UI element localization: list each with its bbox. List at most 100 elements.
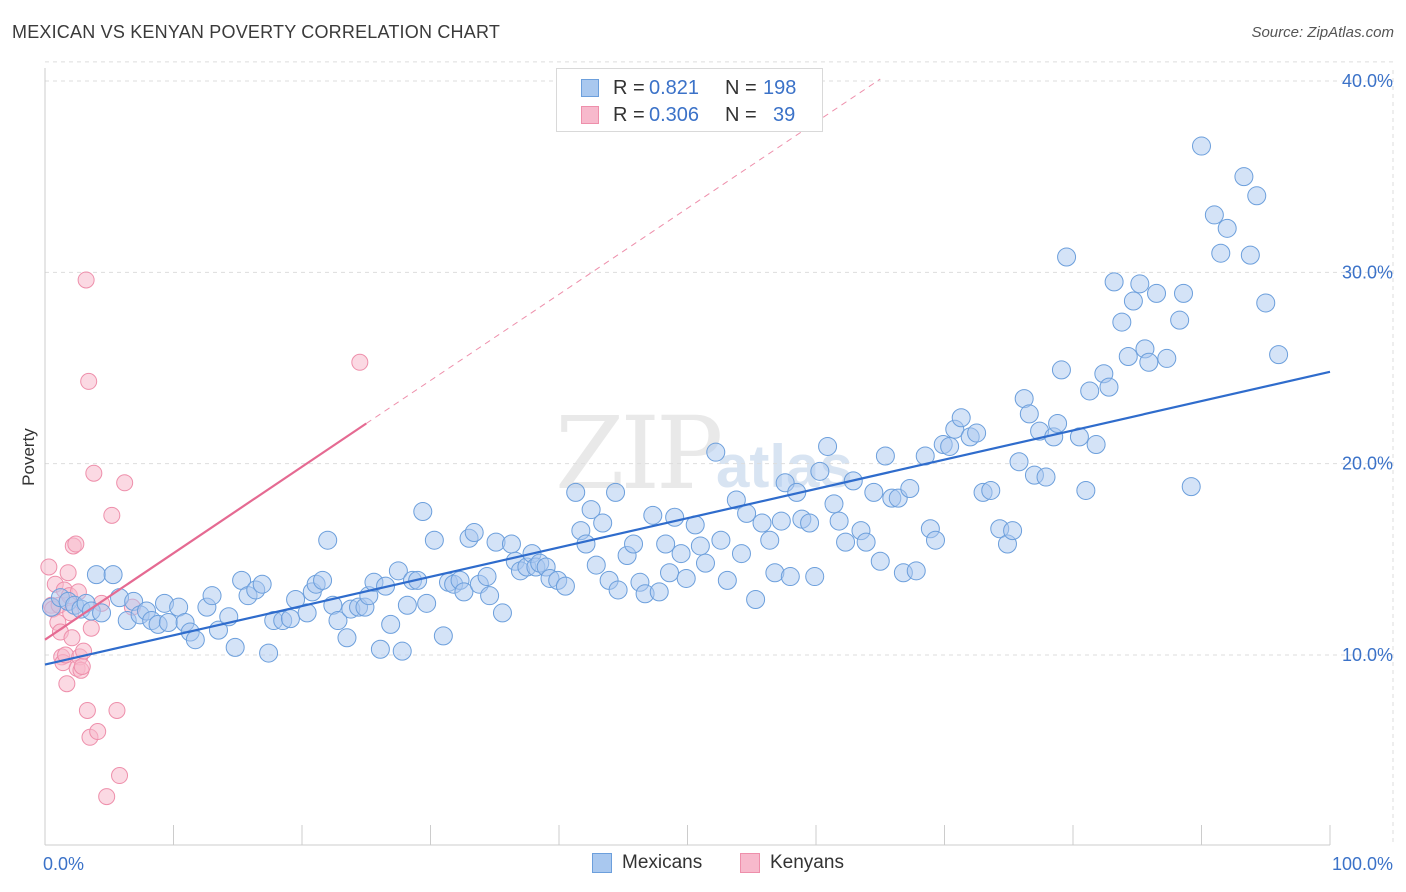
mexicans-point bbox=[576, 534, 596, 554]
mexicans-point bbox=[606, 482, 626, 502]
mexicans-point bbox=[1147, 283, 1167, 303]
mexicans-point bbox=[752, 513, 772, 533]
axes bbox=[44, 68, 1331, 846]
kenyans-label: Kenyans bbox=[770, 852, 844, 873]
mexicans-point bbox=[870, 551, 890, 571]
y-tick-label: 40.0% bbox=[1342, 71, 1393, 91]
mexicans-point bbox=[981, 480, 1001, 500]
y-axis-title: Poverty bbox=[19, 428, 38, 486]
kenyans-point bbox=[58, 675, 76, 693]
mexicans-point bbox=[967, 423, 987, 443]
kenyans-point bbox=[82, 619, 100, 637]
kenyans-point bbox=[73, 657, 91, 675]
axis-labels: 10.0% 20.0% 30.0% 40.0% 0.0% 100.0% Poverty bbox=[19, 71, 1393, 874]
mexicans-point bbox=[1247, 186, 1267, 206]
mexicans-point bbox=[313, 570, 333, 590]
mexicans-point bbox=[328, 611, 348, 631]
mexicans-point bbox=[433, 626, 453, 646]
mexicans-point bbox=[1112, 312, 1132, 332]
mexicans-point bbox=[1009, 452, 1029, 472]
mexicans-point bbox=[746, 590, 766, 610]
mexicans-point bbox=[1019, 404, 1039, 424]
mexicans-point bbox=[649, 582, 669, 602]
mexicans-point bbox=[581, 500, 601, 520]
kenyans-point bbox=[85, 464, 103, 482]
mexicans-point bbox=[760, 530, 780, 550]
correlation-legend: R = 0.821 N = 198 R = 0.306 N = 39 bbox=[556, 68, 823, 132]
mexicans-point bbox=[202, 586, 222, 606]
x-tick-label: 100.0% bbox=[1332, 854, 1393, 874]
mexicans-point bbox=[824, 494, 844, 514]
source-label: Source: ZipAtlas.com bbox=[1251, 24, 1394, 41]
mexicans-point bbox=[1181, 477, 1201, 497]
mexicans-point bbox=[1256, 293, 1276, 313]
mexicans-point bbox=[836, 532, 856, 552]
kenyans-point bbox=[77, 271, 95, 289]
mexicans-point bbox=[318, 530, 338, 550]
mexicans-point bbox=[480, 586, 500, 606]
mexicans-point bbox=[464, 523, 484, 543]
mexicans-point bbox=[1048, 413, 1068, 433]
kenyans-point bbox=[98, 788, 116, 806]
mexicans-point bbox=[1051, 360, 1071, 380]
mexicans-point bbox=[1036, 467, 1056, 487]
mexicans-point bbox=[726, 490, 746, 510]
mexicans-point bbox=[1211, 243, 1231, 263]
mexicans-swatch bbox=[592, 853, 612, 873]
mexicans-point bbox=[926, 530, 946, 550]
mexicans-point bbox=[671, 544, 691, 564]
mexicans-point bbox=[660, 563, 680, 583]
mexicans-point bbox=[1086, 435, 1106, 455]
mexicans-point bbox=[643, 505, 663, 525]
mexicans-point bbox=[1170, 310, 1190, 330]
mexicans-point bbox=[818, 436, 838, 456]
mexicans-point bbox=[780, 567, 800, 587]
mexicans-point bbox=[711, 530, 731, 550]
mexicans-trend-line bbox=[44, 370, 1331, 666]
mexicans-point bbox=[695, 553, 715, 573]
mexicans-point bbox=[424, 530, 444, 550]
mexicans-point bbox=[92, 603, 112, 623]
mexicans-point bbox=[810, 461, 830, 481]
y-tick-label: 20.0% bbox=[1342, 454, 1393, 474]
mexicans-point bbox=[397, 595, 417, 615]
mexicans-label: Mexicans bbox=[622, 852, 703, 873]
kenyans-point bbox=[89, 723, 107, 741]
chart-title: MEXICAN VS KENYAN POVERTY CORRELATION CH… bbox=[12, 22, 501, 42]
mexicans-point bbox=[1204, 205, 1224, 225]
mexicans-point bbox=[1118, 347, 1138, 367]
mexicans-point bbox=[259, 643, 279, 663]
mexicans-point bbox=[370, 639, 390, 659]
kenyans-swatch bbox=[740, 853, 760, 873]
r-value: 0.821 bbox=[649, 77, 700, 99]
mexicans-point bbox=[1174, 283, 1194, 303]
mexicans-point bbox=[413, 502, 433, 521]
x-tick-label: 0.0% bbox=[43, 854, 84, 874]
n-label: N = bbox=[725, 104, 757, 126]
mexicans-point bbox=[381, 614, 401, 634]
n-label: N = bbox=[725, 77, 757, 99]
mexicans-point bbox=[731, 544, 751, 564]
mexicans-point bbox=[86, 565, 106, 585]
kenyans-swatch bbox=[581, 106, 599, 124]
kenyans-point bbox=[78, 701, 96, 719]
kenyans-point bbox=[351, 353, 369, 371]
mexicans-point bbox=[280, 609, 300, 629]
mexicans-point bbox=[800, 513, 820, 533]
mexicans-point bbox=[1123, 291, 1143, 311]
mexicans-point bbox=[1269, 345, 1289, 365]
mexicans-point bbox=[1192, 136, 1211, 156]
mexicans-point bbox=[417, 593, 437, 613]
mexicans-point bbox=[1099, 377, 1119, 397]
mexicans-point bbox=[185, 630, 205, 650]
n-value: 39 bbox=[773, 104, 796, 126]
mexicans-point bbox=[676, 568, 696, 588]
r-label: R = bbox=[613, 77, 645, 99]
mexicans-point bbox=[388, 561, 408, 581]
kenyans-point bbox=[63, 629, 81, 647]
mexicans-point bbox=[717, 570, 737, 590]
kenyans-trend-extension bbox=[365, 78, 881, 424]
mexicans-point bbox=[805, 567, 825, 587]
mexicans-point bbox=[624, 534, 644, 554]
